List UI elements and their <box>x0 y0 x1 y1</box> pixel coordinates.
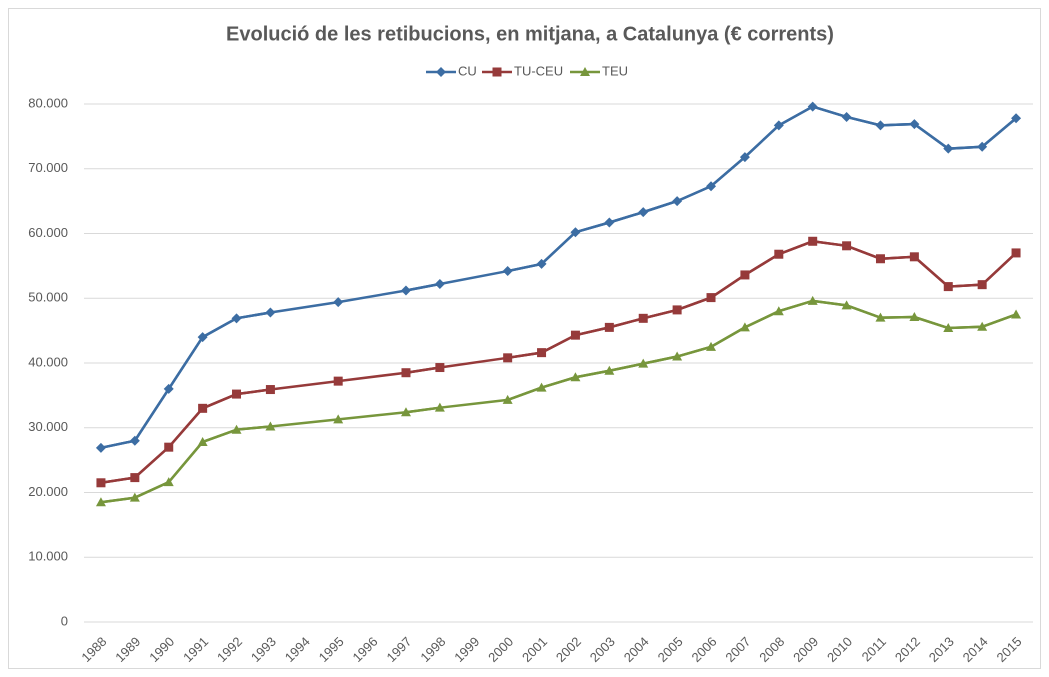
marker <box>163 477 174 487</box>
y-tick-label: 80.000 <box>28 95 68 110</box>
marker <box>909 312 920 322</box>
marker <box>604 365 615 375</box>
marker <box>434 279 445 290</box>
marker <box>197 436 208 446</box>
marker <box>400 285 411 296</box>
marker <box>842 241 852 251</box>
marker <box>943 143 954 154</box>
marker <box>672 351 683 361</box>
marker <box>672 196 683 207</box>
marker <box>943 282 953 292</box>
marker <box>164 442 174 452</box>
marker <box>739 322 750 332</box>
y-tick-label: 30.000 <box>28 419 68 434</box>
marker <box>638 207 649 218</box>
marker <box>265 385 275 395</box>
marker <box>163 383 174 394</box>
marker <box>333 297 344 308</box>
legend-label: CU <box>458 63 477 78</box>
chart-border <box>8 8 1041 669</box>
y-tick-label: 50.000 <box>28 290 68 305</box>
marker <box>909 252 919 262</box>
marker <box>265 307 276 318</box>
marker <box>841 300 852 310</box>
series-line <box>100 239 1017 485</box>
chart-title: Evolució de les retibucions, en mitjana,… <box>226 23 834 45</box>
marker <box>604 322 614 332</box>
marker <box>129 492 140 502</box>
marker <box>739 152 750 163</box>
series-line <box>100 299 1017 504</box>
marker <box>875 254 885 264</box>
marker <box>977 141 988 152</box>
marker <box>706 293 716 303</box>
marker <box>875 312 886 322</box>
marker <box>773 120 784 131</box>
marker <box>909 119 920 130</box>
legend-marker <box>436 67 446 77</box>
series-line <box>100 105 1017 450</box>
marker <box>808 236 818 246</box>
marker <box>401 368 411 378</box>
marker <box>773 306 784 316</box>
marker <box>96 478 106 488</box>
marker <box>435 363 445 373</box>
marker <box>841 111 852 122</box>
marker <box>502 266 513 277</box>
marker <box>502 394 513 404</box>
marker <box>570 227 581 238</box>
legend-marker <box>580 67 590 76</box>
marker <box>638 313 648 323</box>
marker <box>95 497 106 507</box>
legend-marker <box>492 67 502 77</box>
marker <box>807 295 818 305</box>
marker <box>95 442 106 453</box>
marker <box>1011 113 1022 124</box>
marker <box>231 424 242 434</box>
marker <box>400 407 411 417</box>
marker <box>265 421 276 431</box>
marker <box>740 270 750 280</box>
marker <box>130 473 140 483</box>
y-tick-label: 0 <box>61 613 68 628</box>
marker <box>1011 309 1022 319</box>
legend-label: TU-CEU <box>514 63 563 78</box>
marker <box>503 353 513 363</box>
marker <box>706 181 717 192</box>
marker <box>807 101 818 112</box>
marker <box>333 376 343 386</box>
marker <box>875 120 886 131</box>
marker <box>536 382 547 392</box>
y-tick-label: 40.000 <box>28 354 68 369</box>
marker <box>943 323 954 333</box>
marker <box>570 372 581 382</box>
marker <box>774 249 784 259</box>
marker <box>197 332 208 343</box>
marker <box>231 313 242 324</box>
marker <box>333 414 344 424</box>
marker <box>129 435 140 446</box>
y-tick-label: 60.000 <box>28 225 68 240</box>
marker <box>434 402 445 412</box>
marker <box>672 305 682 315</box>
y-tick-label: 20.000 <box>28 484 68 499</box>
marker <box>977 280 987 290</box>
marker <box>604 217 615 228</box>
marker <box>977 321 988 331</box>
y-tick-label: 70.000 <box>28 160 68 175</box>
y-tick-label: 10.000 <box>28 549 68 564</box>
marker <box>1011 248 1021 258</box>
marker <box>232 389 242 399</box>
legend-label: TEU <box>602 63 628 78</box>
marker <box>638 358 649 368</box>
marker <box>570 330 580 340</box>
marker <box>198 403 208 413</box>
marker <box>706 341 717 351</box>
marker <box>536 258 547 269</box>
marker <box>537 348 547 358</box>
